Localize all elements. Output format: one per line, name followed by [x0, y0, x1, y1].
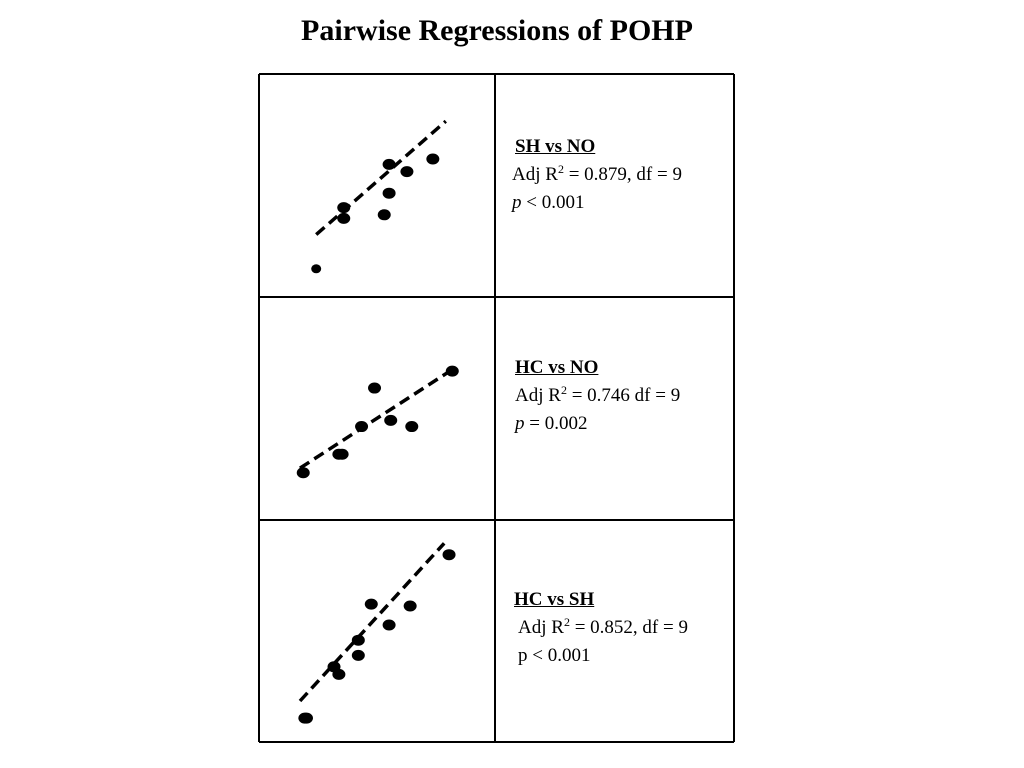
data-point [442, 549, 456, 561]
adj-r2-line: Adj R2 = 0.879, df = 9 [512, 162, 682, 185]
data-point [384, 414, 398, 426]
data-point [311, 264, 322, 274]
data-point [351, 649, 365, 661]
panel-heading: SH vs NO [515, 136, 596, 157]
data-point [382, 619, 396, 631]
data-point [337, 202, 351, 214]
data-point [337, 212, 351, 224]
p-value-line: p < 0.001 [518, 645, 591, 666]
data-point [351, 634, 365, 646]
data-point [445, 365, 459, 377]
scatter-plot-3 [298, 542, 456, 724]
data-point [400, 166, 414, 178]
grid-frame [258, 73, 735, 743]
p-symbol: p [518, 645, 528, 666]
p-value-line: p = 0.002 [515, 413, 588, 434]
regression-line [315, 119, 447, 236]
adj-r2-line: Adj R2 = 0.746 df = 9 [515, 383, 681, 406]
p-value-line: p < 0.001 [512, 192, 585, 213]
data-point [296, 467, 310, 479]
stats-block: SH vs NO Adj R2 = 0.879, df = 9 p < 0.00… [512, 133, 682, 217]
panel-heading: HC vs SH [514, 589, 595, 610]
data-point [377, 209, 391, 221]
regression-line [298, 542, 446, 703]
data-point [364, 598, 378, 610]
stats-block: HC vs NO Adj R2 = 0.746 df = 9 p = 0.002 [515, 354, 680, 438]
data-point [299, 712, 313, 724]
data-point [403, 600, 417, 612]
data-point [368, 382, 382, 394]
stats-block: HC vs SH Adj R2 = 0.852, df = 9 p < 0.00… [514, 586, 688, 670]
scatter-plot-2 [296, 365, 459, 479]
data-point [405, 421, 419, 433]
data-point [335, 448, 349, 460]
data-point [426, 153, 440, 165]
adj-r2-line: Adj R2 = 0.852, df = 9 [518, 615, 688, 638]
panel-heading: HC vs NO [515, 357, 599, 378]
data-point [382, 158, 396, 170]
data-point [382, 187, 396, 199]
regression-line [299, 368, 454, 470]
data-point [355, 421, 369, 433]
page-title: Pairwise Regressions of POHP [301, 14, 693, 47]
scatter-plots [296, 119, 459, 724]
scatter-plot-1 [311, 119, 447, 274]
data-point [332, 668, 346, 680]
